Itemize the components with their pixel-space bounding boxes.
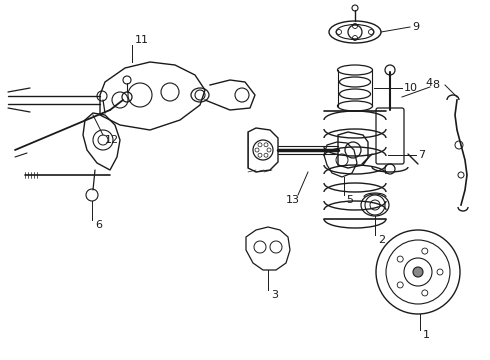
Text: 12: 12	[105, 135, 119, 145]
Text: 13: 13	[286, 195, 300, 205]
Text: 11: 11	[135, 35, 149, 45]
Circle shape	[413, 267, 423, 277]
Text: 8: 8	[432, 80, 439, 90]
Text: 4: 4	[425, 78, 432, 88]
Text: 6: 6	[95, 220, 102, 230]
Text: 7: 7	[418, 150, 425, 160]
Text: 5: 5	[346, 195, 353, 205]
Text: 3: 3	[271, 290, 278, 300]
Text: 10: 10	[404, 83, 418, 93]
Text: 1: 1	[423, 330, 430, 340]
Text: 9: 9	[412, 22, 419, 32]
Text: 2: 2	[378, 235, 385, 245]
